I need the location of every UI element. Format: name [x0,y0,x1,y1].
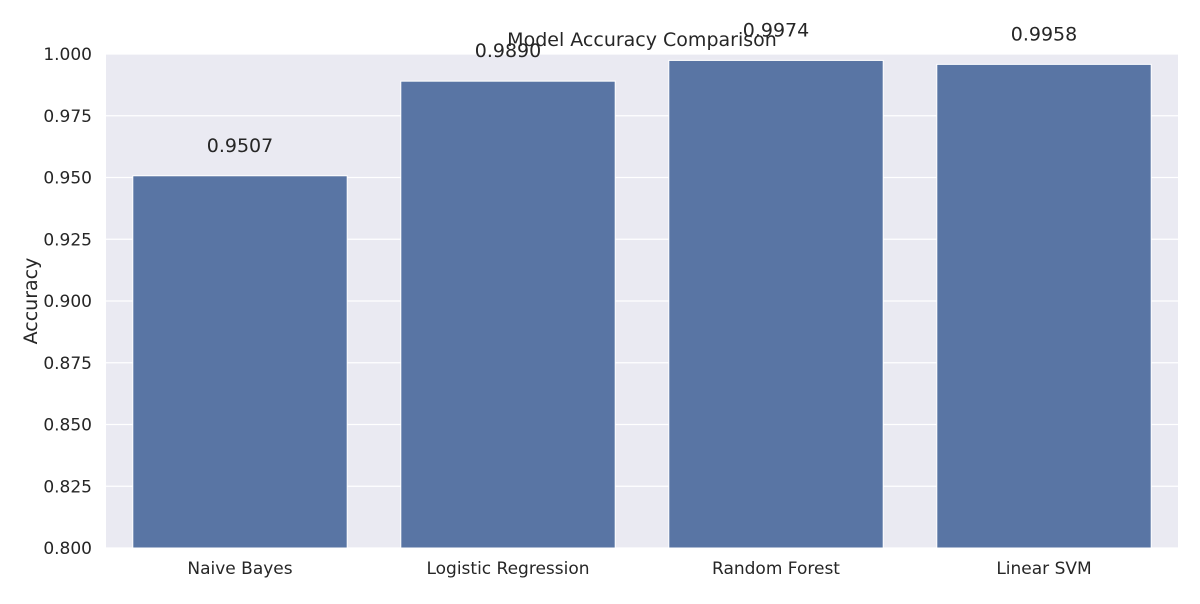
y-tick-label: 0.950 [43,169,92,189]
x-tick-label: Naive Bayes [187,559,292,579]
y-axis-ticks: 0.800 0.825 0.850 0.875 0.900 0.925 0.950 0.975… [43,45,92,559]
y-tick-label: 0.975 [43,107,92,127]
y-tick-label: 0.850 [43,416,92,436]
y-tick-label: 0.900 [43,292,92,312]
data-labels: 0.9507 0.9890 0.9974 0.9958 [207,19,1077,156]
bar [936,63,1152,549]
y-tick-label: 1.000 [43,45,92,65]
x-tick-label: Logistic Regression [426,559,589,579]
bar [400,80,616,549]
bar-value-label: 0.9974 [743,19,809,41]
bars [132,59,1152,549]
y-axis-title: Accuracy [20,258,42,345]
y-tick-label: 0.925 [43,230,92,250]
bar-value-label: 0.9890 [475,40,541,62]
x-axis-ticks: Naive Bayes Logistic Regression Random For… [187,559,1091,579]
bar [132,175,348,549]
bar [668,59,884,549]
x-tick-label: Random Forest [712,559,840,579]
bar-value-label: 0.9507 [207,135,273,157]
y-tick-label: 0.800 [43,539,92,559]
y-tick-label: 0.875 [43,354,92,374]
y-tick-label: 0.825 [43,477,92,497]
bar-value-label: 0.9958 [1011,23,1077,45]
x-tick-label: Linear SVM [996,559,1091,579]
chart-title: Model Accuracy Comparison [507,29,777,51]
